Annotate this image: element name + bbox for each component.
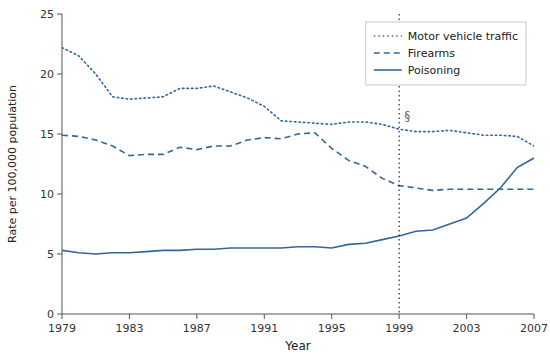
x-axis-label: Year — [284, 339, 310, 353]
x-tick — [264, 314, 265, 319]
x-tick — [534, 314, 535, 319]
legend-swatch — [374, 35, 402, 37]
plot-area — [62, 14, 534, 314]
x-tick-label: 1995 — [318, 322, 346, 335]
x-tick — [399, 314, 400, 319]
x-tick-label: 1999 — [385, 322, 413, 335]
y-tick — [57, 194, 62, 195]
y-tick — [57, 74, 62, 75]
y-axis-line — [62, 14, 63, 314]
legend-label: Firearms — [408, 47, 455, 60]
y-tick-label: 25 — [40, 8, 54, 21]
y-axis-label: Rate per 100,000 population — [6, 85, 19, 243]
x-tick-label: 2003 — [453, 322, 481, 335]
y-tick-label: 5 — [47, 248, 54, 261]
x-tick-label: 1991 — [250, 322, 278, 335]
annotation: § — [404, 109, 410, 123]
x-tick-label: 1979 — [48, 322, 76, 335]
legend-swatch — [374, 52, 402, 54]
y-tick — [57, 254, 62, 255]
x-tick — [196, 314, 197, 319]
y-tick-label: 15 — [40, 128, 54, 141]
x-tick — [62, 314, 63, 319]
x-tick — [466, 314, 467, 319]
legend-label: Motor vehicle traffic — [408, 30, 518, 43]
y-tick-label: 20 — [40, 68, 54, 81]
legend-swatch — [374, 69, 402, 71]
y-tick — [57, 134, 62, 135]
series-line — [62, 133, 534, 191]
x-tick-label: 1983 — [115, 322, 143, 335]
y-tick — [57, 14, 62, 15]
series-line — [62, 158, 534, 254]
y-tick-label: 0 — [47, 308, 54, 321]
legend-box — [366, 22, 526, 85]
x-tick — [331, 314, 332, 319]
x-tick-label: 2007 — [520, 322, 548, 335]
y-tick — [57, 314, 62, 315]
legend-label: Poisoning — [408, 64, 460, 77]
legend: Motor vehicle traffic Firearms Poisoning — [366, 22, 526, 85]
x-tick-label: 1987 — [183, 322, 211, 335]
chart: 1979 1983 1987 1991 1995 1999 2003 2007 0 5 10 15 20… — [0, 0, 550, 360]
x-axis-line — [62, 314, 534, 315]
y-tick-label: 10 — [40, 188, 54, 201]
x-tick — [129, 314, 130, 319]
